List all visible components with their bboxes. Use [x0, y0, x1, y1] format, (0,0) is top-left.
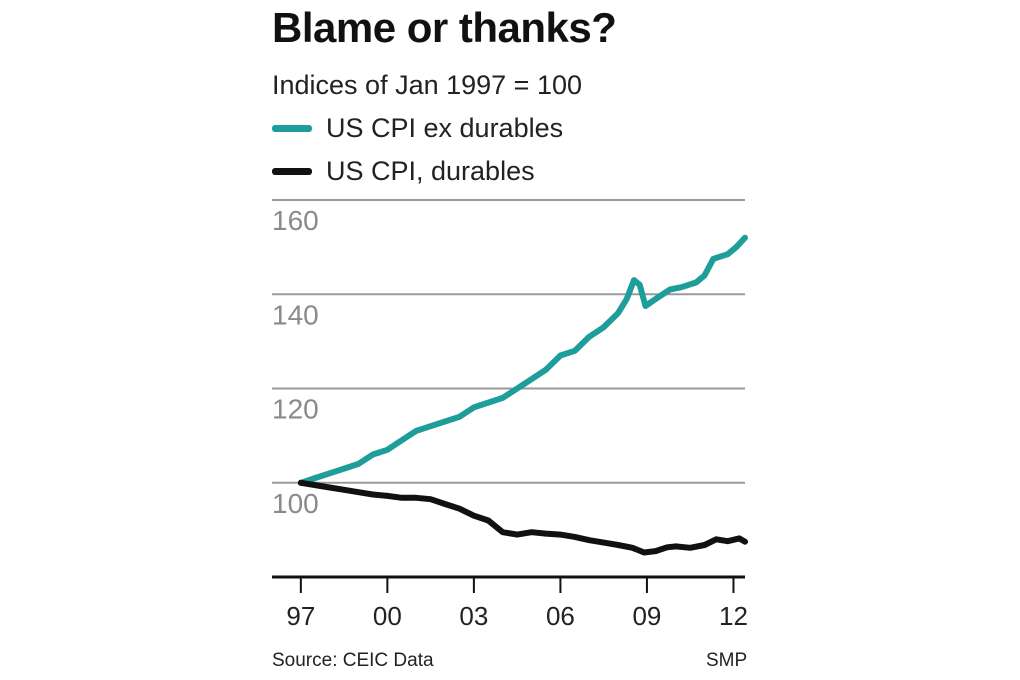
- x-tick-label-97: 97: [286, 601, 315, 631]
- series-line-cpi-ex-durables: [297, 234, 748, 486]
- chart-title: Blame or thanks?: [272, 4, 617, 51]
- x-tick-label-00: 00: [373, 601, 402, 631]
- credit-note: SMP: [706, 650, 748, 671]
- x-tick-label-09: 09: [632, 601, 661, 631]
- legend-swatch-cpi-ex-durables: [272, 125, 312, 132]
- y-tick-label-100: 100: [272, 488, 319, 519]
- y-tick-label-140: 140: [272, 299, 319, 330]
- legend-item-cpi-ex-durables: US CPI ex durables: [272, 113, 563, 144]
- source-note: Source: CEIC Data: [272, 650, 434, 671]
- chart-subtitle: Indices of Jan 1997 = 100: [272, 70, 582, 100]
- y-tick-label-160: 160: [272, 205, 319, 236]
- x-tick-label-06: 06: [546, 601, 575, 631]
- x-tick-label-03: 03: [459, 601, 488, 631]
- y-tick-label-120: 120: [272, 394, 319, 425]
- legend-label-cpi-durables: US CPI, durables: [326, 156, 535, 186]
- x-tick-label-12: 12: [719, 601, 748, 631]
- legend-swatch-cpi-durables: [272, 168, 312, 175]
- series-line-cpi-durables: [297, 479, 748, 556]
- legend-label-cpi-ex-durables: US CPI ex durables: [326, 113, 564, 143]
- legend-item-cpi-durables: US CPI, durables: [272, 156, 535, 187]
